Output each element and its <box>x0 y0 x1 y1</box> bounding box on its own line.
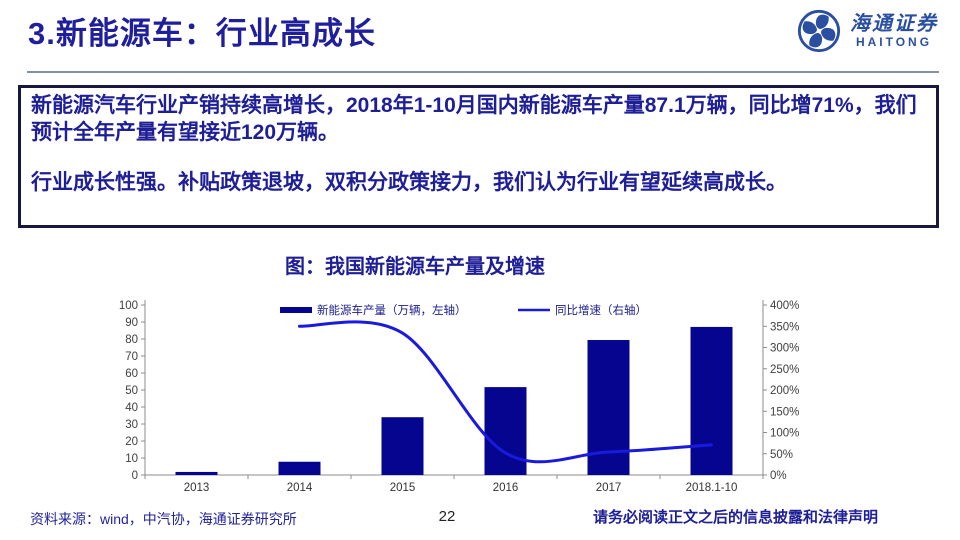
legend-label: 新能源车产量（万辆，左轴） <box>317 303 467 317</box>
left-axis-tick-label: 20 <box>125 436 138 448</box>
bars-group <box>175 326 733 475</box>
left-axis-tick-label: 50 <box>125 385 138 397</box>
bar <box>175 471 218 475</box>
right-axis-tick-label: 150% <box>770 406 799 418</box>
bar <box>690 326 733 475</box>
haitong-logo-icon <box>797 9 841 53</box>
right-axis-tick-label: 350% <box>770 321 799 333</box>
summary-paragraph-2: 行业成长性强。补贴政策退坡，双积分政策接力，我们认为行业有望延续高成长。 <box>31 170 787 194</box>
header-divider <box>27 71 939 73</box>
page-title: 3.新能源车：行业高成长 <box>28 16 376 51</box>
left-axis-tick-label: 90 <box>125 317 138 329</box>
left-axis-tick-label: 10 <box>125 453 138 465</box>
page-number: 22 <box>438 508 456 525</box>
left-axis-tick-label: 30 <box>125 419 138 431</box>
x-axis-category-label: 2013 <box>184 482 210 494</box>
bar <box>381 417 424 475</box>
growth-line <box>298 320 713 464</box>
right-axis-tick-label: 250% <box>770 364 799 376</box>
left-axis-tick-label: 0 <box>132 470 138 482</box>
production-growth-chart: 0 10 20 30 40 50 60 70 80 90 100 0% 50% 100% 150% 200% 2… <box>119 300 799 494</box>
left-axis-tick-label: 40 <box>125 402 138 414</box>
summary-box: 新能源汽车行业产销持续高增长，2018年1-10月国内新能源车产量87.1万辆，… <box>18 85 939 228</box>
haitong-logo: 海通证券 HAITONG <box>796 8 938 54</box>
right-axis-tick-label: 200% <box>770 385 799 397</box>
right-axis-tick-label: 300% <box>770 343 799 355</box>
x-axis-category-label: 2014 <box>287 482 313 494</box>
x-axis-category-label: 2016 <box>493 482 519 494</box>
x-axis-category-label: 2017 <box>596 482 622 494</box>
left-axis-tick-label: 60 <box>125 368 138 380</box>
bar <box>278 461 321 475</box>
logo-name-cn: 海通证券 <box>850 13 938 35</box>
bar <box>484 387 527 475</box>
left-axis-tick-label: 80 <box>125 334 138 346</box>
chart-title: 图：我国新能源车产量及增速 <box>285 256 545 278</box>
disclaimer: 请务必阅读正文之后的信息披露和法律声明 <box>593 509 879 526</box>
data-source: 资料来源：wind，中汽协，海通证券研究所 <box>30 511 297 527</box>
summary-paragraph-1: 新能源汽车行业产销持续高增长，2018年1-10月国内新能源车产量87.1万辆，… <box>31 94 917 145</box>
right-axis-tick-label: 50% <box>770 449 793 461</box>
logo-name-en: HAITONG <box>855 35 933 49</box>
x-axis-category-label: 2015 <box>390 482 416 494</box>
left-axis-tick-label: 70 <box>125 351 138 363</box>
right-axis-tick-label: 0% <box>770 470 787 482</box>
legend-bar-swatch <box>280 307 312 313</box>
logo-text: 海通证券 HAITONG <box>850 14 938 48</box>
right-axis-tick-label: 100% <box>770 428 799 440</box>
legend-label: 同比增速（右轴） <box>555 303 647 317</box>
left-axis-tick-label: 100 <box>119 300 138 312</box>
x-axis-category-label: 2018.1-10 <box>686 482 738 494</box>
right-axis-tick-label: 400% <box>770 300 799 312</box>
